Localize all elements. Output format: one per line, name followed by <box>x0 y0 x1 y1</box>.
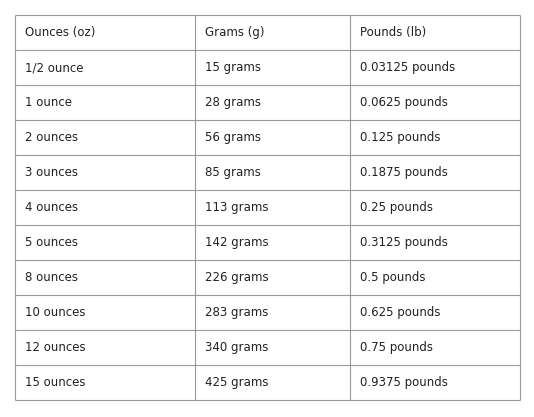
Text: 0.625 pounds: 0.625 pounds <box>360 306 441 319</box>
Text: 5 ounces: 5 ounces <box>25 236 78 249</box>
Text: 85 grams: 85 grams <box>205 166 261 179</box>
Text: 56 grams: 56 grams <box>205 131 261 144</box>
Text: 15 ounces: 15 ounces <box>25 376 85 389</box>
Text: 2 ounces: 2 ounces <box>25 131 78 144</box>
Text: 1/2 ounce: 1/2 ounce <box>25 61 83 74</box>
Text: 1 ounce: 1 ounce <box>25 96 72 109</box>
Text: 28 grams: 28 grams <box>205 96 261 109</box>
Text: Grams (g): Grams (g) <box>205 26 264 39</box>
Text: 425 grams: 425 grams <box>205 376 269 389</box>
Text: 12 ounces: 12 ounces <box>25 341 85 354</box>
Text: 340 grams: 340 grams <box>205 341 269 354</box>
Text: 142 grams: 142 grams <box>205 236 269 249</box>
Text: 15 grams: 15 grams <box>205 61 261 74</box>
Text: 0.03125 pounds: 0.03125 pounds <box>360 61 456 74</box>
Text: 3 ounces: 3 ounces <box>25 166 78 179</box>
Text: 0.1875 pounds: 0.1875 pounds <box>360 166 448 179</box>
Text: 113 grams: 113 grams <box>205 201 269 214</box>
Text: 0.125 pounds: 0.125 pounds <box>360 131 441 144</box>
Text: 0.25 pounds: 0.25 pounds <box>360 201 433 214</box>
Text: 4 ounces: 4 ounces <box>25 201 78 214</box>
Text: 0.5 pounds: 0.5 pounds <box>360 271 426 284</box>
Text: 8 ounces: 8 ounces <box>25 271 78 284</box>
Text: Pounds (lb): Pounds (lb) <box>360 26 426 39</box>
Text: 0.9375 pounds: 0.9375 pounds <box>360 376 448 389</box>
Text: Ounces (oz): Ounces (oz) <box>25 26 96 39</box>
Text: 0.75 pounds: 0.75 pounds <box>360 341 433 354</box>
Text: 10 ounces: 10 ounces <box>25 306 85 319</box>
Text: 0.3125 pounds: 0.3125 pounds <box>360 236 448 249</box>
Text: 0.0625 pounds: 0.0625 pounds <box>360 96 448 109</box>
Text: 226 grams: 226 grams <box>205 271 269 284</box>
Text: 283 grams: 283 grams <box>205 306 269 319</box>
